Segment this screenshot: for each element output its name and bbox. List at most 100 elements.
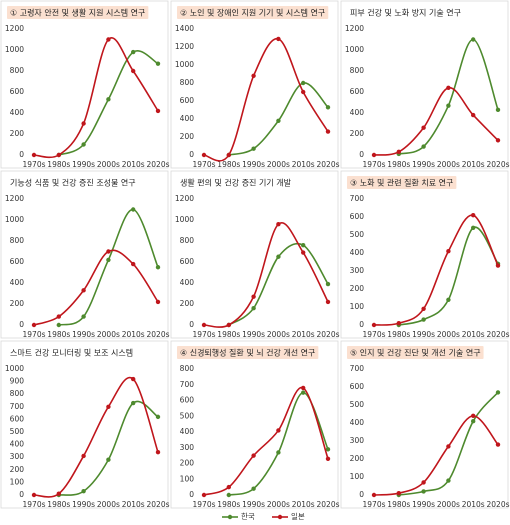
y-tick-label: 1400 [175,24,194,33]
data-point [301,385,306,391]
data-point [81,142,86,147]
y-tick-label: 500 [350,230,365,239]
data-point [471,419,476,424]
series-line [203,387,329,496]
data-point [325,129,331,134]
x-tick-label: 1990s [412,160,435,169]
x-tick-label: 1980s [47,330,70,339]
x-tick-label: 2010s [462,500,485,509]
data-point [421,144,426,149]
x-tick-label: 1970s [193,500,216,509]
data-point [396,149,401,155]
y-tick-label: 1200 [5,194,24,203]
y-tick-label: 600 [350,382,365,391]
series-line [373,414,499,496]
x-tick-label: 1970s [23,330,46,339]
chart-title: 피부 건강 및 노화 방지 기술 연구 [350,8,461,18]
y-tick-label: 200 [10,465,25,474]
data-point [155,265,161,270]
data-point [31,492,37,498]
y-tick-label: 700 [10,402,25,411]
y-tick-label: 0 [189,320,194,329]
data-point [131,376,136,382]
x-tick-label: 1990s [72,500,95,509]
data-point [131,400,136,406]
x-tick-label: 1980s [217,160,240,169]
x-tick-label: 2020s [147,330,170,339]
data-point [396,491,401,496]
x-tick-label: 2010s [292,160,315,169]
data-point [81,121,86,126]
data-point [31,322,37,328]
data-point [251,146,256,151]
series-line [58,208,159,326]
y-tick-label: 800 [10,389,25,398]
y-tick-label: 100 [350,302,365,311]
x-tick-label: 1970s [23,160,46,169]
panel-border [340,340,509,509]
y-tick-label: 400 [180,278,195,287]
data-point [276,254,281,259]
series-line [203,38,329,162]
data-point [471,225,476,230]
data-point [131,49,136,55]
data-point [131,68,136,74]
y-tick-label: 500 [10,427,25,436]
chart-title: ⑤ 인지 및 건강 진단 및 개선 기술 연구 [350,348,481,358]
data-point [276,428,281,433]
data-point [495,138,501,143]
data-point [421,317,426,322]
data-point [371,492,377,498]
panel-border [340,0,509,169]
data-point [226,322,231,328]
x-tick-label: 1990s [72,330,95,339]
data-point [201,152,207,158]
data-point [446,103,451,108]
y-tick-label: 400 [350,108,365,117]
x-tick-label: 2000s [437,160,460,169]
legend-marker [227,514,233,520]
x-tick-label: 1970s [193,330,216,339]
data-point [446,444,451,449]
x-tick-label: 1970s [193,160,216,169]
y-tick-label: 200 [350,284,365,293]
y-tick-label: 0 [19,150,24,159]
data-point [31,152,37,158]
data-point [201,322,207,328]
y-tick-label: 900 [10,377,25,386]
x-tick-label: 2000s [97,160,120,169]
x-tick-label: 2020s [317,330,340,339]
x-tick-label: 2010s [122,500,145,509]
y-tick-label: 800 [180,364,195,373]
y-tick-label: 0 [19,320,24,329]
y-tick-label: 1200 [175,42,194,51]
y-tick-label: 200 [10,299,25,308]
x-tick-label: 1990s [242,500,265,509]
data-point [495,442,501,447]
x-tick-label: 2020s [147,160,170,169]
y-tick-label: 1200 [5,24,24,33]
panel-border [0,170,169,339]
x-tick-label: 2000s [97,500,120,509]
title-highlight [177,6,329,19]
data-point [446,478,451,483]
y-tick-label: 400 [10,278,25,287]
data-point [301,89,306,95]
y-tick-label: 1200 [175,194,194,203]
y-tick-label: 1000 [5,45,24,54]
data-point [155,61,161,66]
x-tick-label: 1980s [387,500,410,509]
data-point [155,108,161,114]
y-tick-label: 200 [10,129,25,138]
x-tick-label: 2000s [267,330,290,339]
y-tick-label: 200 [180,299,195,308]
y-tick-label: 200 [350,129,365,138]
y-tick-label: 200 [180,132,195,141]
data-point [471,413,476,418]
data-point [421,125,426,130]
series-line [373,214,499,326]
data-point [276,118,281,124]
x-tick-label: 1990s [242,160,265,169]
y-tick-label: 300 [350,266,365,275]
data-point [106,97,111,102]
